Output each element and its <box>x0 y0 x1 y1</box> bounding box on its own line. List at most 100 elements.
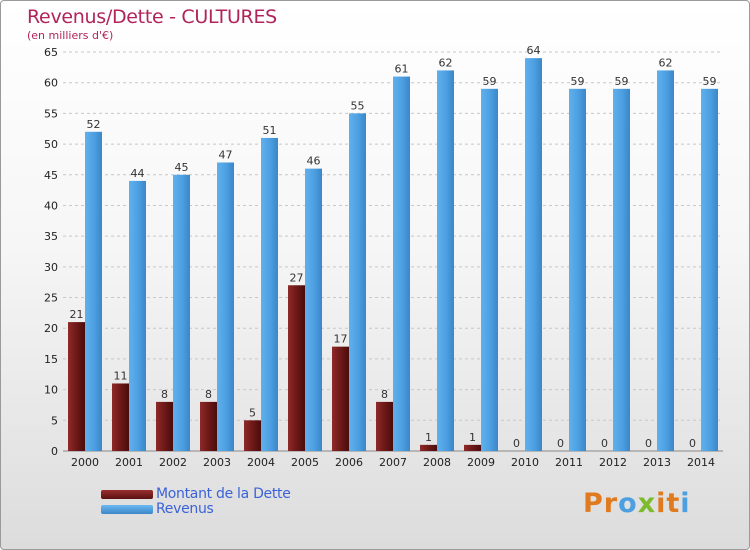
legend-label-dette: Montant de la Dette <box>156 486 291 502</box>
data-label: 21 <box>70 308 84 321</box>
x-tick-label: 2005 <box>291 456 319 469</box>
bar-dette <box>420 444 437 451</box>
data-label: 0 <box>601 437 608 450</box>
bar-dette <box>464 444 481 451</box>
y-tick-label: 30 <box>44 261 58 274</box>
y-tick-label: 25 <box>44 292 58 305</box>
y-tick-label: 45 <box>44 169 58 182</box>
x-tick-label: 2000 <box>71 456 99 469</box>
y-tick-label: 35 <box>44 230 58 243</box>
y-tick-label: 15 <box>44 353 58 366</box>
data-label: 59 <box>703 75 717 88</box>
x-tick-label: 2014 <box>687 456 715 469</box>
data-label: 0 <box>645 437 652 450</box>
bar-revenus <box>217 162 234 451</box>
data-label: 59 <box>571 75 585 88</box>
data-label: 44 <box>131 167 145 180</box>
x-tick-label: 2001 <box>115 456 143 469</box>
bars <box>68 58 718 452</box>
logo-letter: t <box>666 488 681 519</box>
bar-dette <box>376 401 393 451</box>
data-label: 62 <box>439 56 453 69</box>
data-label: 8 <box>161 388 168 401</box>
logo-letter: o <box>618 488 638 519</box>
data-label: 59 <box>483 75 497 88</box>
bar-revenus <box>613 88 630 451</box>
bar-revenus <box>261 137 278 451</box>
bar-dette <box>332 346 349 451</box>
bar-revenus <box>437 70 454 452</box>
y-tick-label: 10 <box>44 384 58 397</box>
data-label: 51 <box>263 124 277 137</box>
logo-letter: r <box>603 488 619 519</box>
logo-letter: i <box>656 488 667 519</box>
bar-dette <box>200 401 217 451</box>
bar-revenus <box>305 168 322 451</box>
y-tick-label: 60 <box>44 77 58 90</box>
data-label: 47 <box>219 148 233 161</box>
bar-dette <box>288 285 305 451</box>
logo-letter: x <box>637 488 657 519</box>
bar-dette <box>68 322 85 451</box>
x-tick-label: 2007 <box>379 456 407 469</box>
data-label: 64 <box>527 44 541 57</box>
bar-revenus <box>393 76 410 452</box>
data-label: 0 <box>513 437 520 450</box>
y-tick-label: 20 <box>44 322 58 335</box>
y-tick-label: 40 <box>44 199 58 212</box>
bar-revenus <box>525 58 542 452</box>
bar-revenus <box>657 70 674 452</box>
data-label: 52 <box>87 118 101 131</box>
data-label: 27 <box>290 271 304 284</box>
bar-revenus <box>129 180 146 451</box>
legend-label-revenus: Revenus <box>156 501 214 517</box>
bar-revenus <box>85 131 102 452</box>
x-tick-label: 2008 <box>423 456 451 469</box>
data-label: 8 <box>205 388 212 401</box>
y-tick-label: 55 <box>44 107 58 120</box>
bar-revenus <box>569 88 586 451</box>
data-label: 55 <box>351 99 365 112</box>
x-tick-label: 2009 <box>467 456 495 469</box>
bar-dette <box>112 383 129 451</box>
data-label: 1 <box>469 431 476 444</box>
bar-revenus <box>349 113 366 451</box>
data-labels: 21 52 11 44 8 45 8 47 5 51 27 46 17 55 8 61 1 62 1 59 0 64 0 59… <box>70 44 717 450</box>
logo-letter: P <box>583 488 604 519</box>
data-label: 59 <box>615 75 629 88</box>
x-tick-label: 2003 <box>203 456 231 469</box>
proxiti-logo: Proxiti <box>583 488 691 519</box>
x-axis-ticks: 2000 2001 2002 2003 2004 2005 2006 2007 2008 2009… <box>71 456 715 469</box>
bar-revenus <box>173 174 190 451</box>
bar-dette <box>244 420 261 451</box>
data-label: 0 <box>557 437 564 450</box>
y-tick-label: 65 <box>44 46 58 59</box>
x-tick-label: 2012 <box>599 456 627 469</box>
y-tick-label: 50 <box>44 138 58 151</box>
data-label: 17 <box>334 333 348 346</box>
x-tick-label: 2013 <box>643 456 671 469</box>
x-tick-label: 2004 <box>247 456 275 469</box>
bar-revenus <box>481 88 498 451</box>
x-tick-label: 2010 <box>511 456 539 469</box>
data-label: 62 <box>659 56 673 69</box>
y-tick-label: 0 <box>51 445 58 458</box>
y-tick-label: 5 <box>51 414 58 427</box>
data-label: 11 <box>114 369 128 382</box>
x-tick-label: 2002 <box>159 456 187 469</box>
logo-letter: i <box>680 488 691 519</box>
legend-swatch-revenus <box>101 505 153 514</box>
data-label: 8 <box>381 388 388 401</box>
data-label: 45 <box>175 161 189 174</box>
chart-title: Revenus/Dette - CULTURES <box>27 6 277 28</box>
chart-subtitle: (en milliers d'€) <box>27 29 114 42</box>
data-label: 0 <box>689 437 696 450</box>
bar-revenus <box>701 88 718 451</box>
x-tick-label: 2006 <box>335 456 363 469</box>
legend-swatch-dette <box>101 490 153 499</box>
data-label: 5 <box>249 406 256 419</box>
data-label: 61 <box>395 63 409 76</box>
data-label: 1 <box>425 431 432 444</box>
